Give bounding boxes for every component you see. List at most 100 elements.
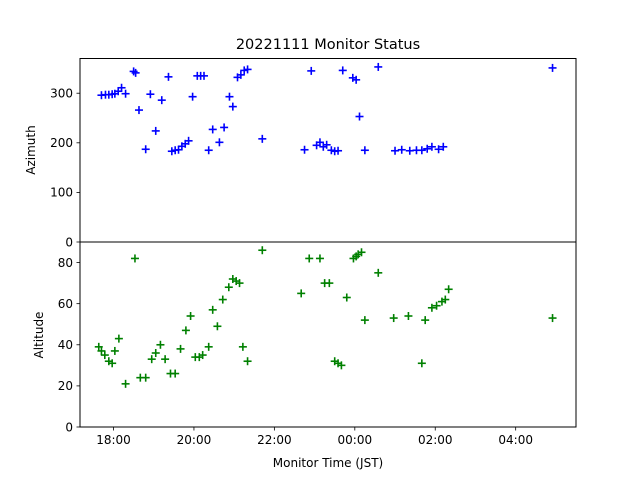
azimuth-point xyxy=(439,142,448,151)
altitude-point xyxy=(548,314,557,323)
azimuth-point xyxy=(434,145,443,154)
azimuth-point xyxy=(427,142,436,151)
altitude-y-tick-label: 60 xyxy=(58,297,73,311)
azimuth-point xyxy=(315,138,324,147)
azimuth-point xyxy=(360,146,369,155)
altitude-point xyxy=(198,351,207,360)
altitude-point xyxy=(337,361,346,370)
azimuth-point xyxy=(141,145,150,154)
altitude-point xyxy=(208,305,217,314)
altitude-point xyxy=(186,312,195,320)
altitude-y-ticks: 0 20 40 60 80 xyxy=(58,256,80,434)
azimuth-point xyxy=(548,63,557,72)
azimuth-point xyxy=(157,96,166,105)
azimuth-point xyxy=(188,92,197,101)
altitude-point xyxy=(427,303,436,312)
altitude-point xyxy=(147,355,156,364)
x-axis-label: Monitor Time (JST) xyxy=(273,456,383,470)
chart-title: 20221111 Monitor Status xyxy=(236,37,420,53)
azimuth-point xyxy=(208,125,217,134)
azimuth-y-tick-label: 300 xyxy=(50,87,73,101)
altitude-point xyxy=(342,293,351,302)
azimuth-point xyxy=(134,106,143,115)
x-tick-label: 00:00 xyxy=(338,433,373,447)
altitude-point xyxy=(315,254,324,263)
azimuth-point xyxy=(423,144,432,153)
altitude-point xyxy=(141,373,150,382)
x-tick-label: 02:00 xyxy=(418,433,453,447)
altitude-point xyxy=(94,342,103,351)
azimuth-point xyxy=(146,90,155,99)
azimuth-point xyxy=(225,92,234,101)
azimuth-panel: Azimuth 0 100 200 300 xyxy=(24,62,557,249)
azimuth-point xyxy=(417,146,426,155)
altitude-point xyxy=(100,351,109,360)
azimuth-point xyxy=(236,70,245,79)
azimuth-point xyxy=(215,138,224,147)
altitude-point xyxy=(404,312,413,320)
azimuth-axis-label: Azimuth xyxy=(24,125,38,174)
azimuth-point xyxy=(405,146,414,155)
altitude-axis-label: Altitude xyxy=(32,312,46,359)
altitude-point xyxy=(374,268,383,277)
altitude-point xyxy=(389,314,398,323)
azimuth-point xyxy=(258,134,267,143)
altitude-point xyxy=(238,342,247,351)
altitude-point xyxy=(213,322,222,331)
altitude-point xyxy=(417,359,426,368)
altitude-point xyxy=(171,369,180,378)
altitude-point xyxy=(360,316,369,325)
altitude-point xyxy=(114,334,123,343)
altitude-point xyxy=(243,357,252,366)
x-tick-label: 20:00 xyxy=(177,433,212,447)
altitude-point xyxy=(441,295,450,304)
azimuth-point xyxy=(352,75,361,84)
altitude-point xyxy=(305,254,314,263)
altitude-point xyxy=(297,289,306,298)
azimuth-point xyxy=(243,65,252,74)
altitude-panel: Altitude 0 20 40 60 80 18:00 20:00 22:00 00:00 0… xyxy=(32,246,557,447)
altitude-y-tick-label: 80 xyxy=(58,256,73,270)
azimuth-point xyxy=(151,126,160,135)
x-tick-label: 04:00 xyxy=(498,433,533,447)
altitude-point xyxy=(110,346,119,355)
azimuth-point xyxy=(338,66,347,75)
azimuth-point xyxy=(307,66,316,75)
azimuth-point xyxy=(397,145,406,154)
altitude-point xyxy=(235,279,244,288)
azimuth-point xyxy=(220,123,229,132)
altitude-point xyxy=(432,301,441,310)
azimuth-point xyxy=(334,146,343,155)
azimuth-point xyxy=(200,71,208,80)
altitude-point xyxy=(218,295,227,304)
azimuth-point xyxy=(121,89,130,98)
altitude-point xyxy=(151,349,160,357)
x-ticks: 18:00 20:00 22:00 00:00 02:00 04:00 xyxy=(96,427,533,447)
altitude-point xyxy=(357,248,366,257)
altitude-point xyxy=(224,283,233,292)
azimuth-point xyxy=(131,68,140,77)
altitude-y-tick-label: 40 xyxy=(58,338,73,352)
altitude-point xyxy=(444,285,453,294)
altitude-point xyxy=(258,246,267,255)
azimuth-y-tick-label: 100 xyxy=(50,186,73,200)
altitude-y-tick-label: 0 xyxy=(65,420,73,434)
altitude-point xyxy=(108,359,117,368)
azimuth-point xyxy=(322,140,331,149)
altitude-point xyxy=(204,342,213,351)
azimuth-points xyxy=(97,62,557,156)
altitude-point xyxy=(97,346,106,355)
altitude-plot-frame xyxy=(79,241,577,428)
azimuth-y-tick-label: 0 xyxy=(65,235,73,249)
altitude-point xyxy=(161,355,170,364)
azimuth-point xyxy=(117,83,126,92)
altitude-y-tick-label: 20 xyxy=(58,379,73,393)
altitude-point xyxy=(130,254,139,263)
altitude-point xyxy=(325,279,334,288)
altitude-point xyxy=(156,340,165,349)
altitude-point xyxy=(176,344,185,353)
azimuth-y-ticks: 0 100 200 300 xyxy=(50,87,80,249)
altitude-point xyxy=(121,379,130,388)
altitude-points xyxy=(94,246,557,388)
